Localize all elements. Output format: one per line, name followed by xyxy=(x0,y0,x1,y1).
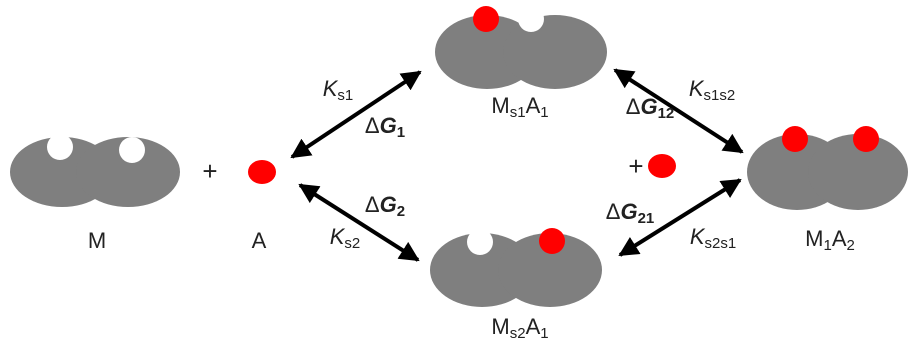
label-text: G xyxy=(620,199,637,224)
diagram: MAMs1A1Ms2A1M1A2++Ks1Ks2Ks1s2Ks2s1ΔG1ΔG2… xyxy=(0,0,908,347)
subscript: 21 xyxy=(638,210,655,227)
label-text: A xyxy=(252,228,267,253)
molecule-m xyxy=(10,134,180,207)
ligand-a xyxy=(248,160,276,184)
label-text: M xyxy=(805,226,823,251)
equilibrium-constant: Ks1 xyxy=(323,76,354,104)
label-text: A xyxy=(526,93,541,118)
plus-sign: + xyxy=(202,156,217,186)
subscript: 1 xyxy=(397,124,405,141)
equilibrium-constant: Ks2 xyxy=(330,224,361,252)
label-text: Δ xyxy=(626,94,641,119)
free-energy: ΔG2 xyxy=(365,192,405,220)
species-label: M xyxy=(88,228,106,253)
molecule-ms2a1 xyxy=(430,228,602,307)
label-text: K xyxy=(323,76,339,101)
label-text: A xyxy=(526,314,541,339)
subscript: s2s1 xyxy=(705,235,737,252)
label-text: G xyxy=(640,94,657,119)
subscript: s1 xyxy=(510,104,526,121)
free-energy: ΔG21 xyxy=(606,199,655,227)
label-text: M xyxy=(491,93,509,118)
equilibrium-constant: Ks1s2 xyxy=(689,76,735,104)
subscript: 12 xyxy=(658,105,675,122)
species-label: Ms1A1 xyxy=(491,93,548,121)
label-text: M xyxy=(491,314,509,339)
label-text: + xyxy=(628,151,643,181)
free-energy: ΔG1 xyxy=(365,113,405,141)
subscript: 1 xyxy=(540,104,548,121)
subscript: 1 xyxy=(823,237,831,254)
molecule-m1a2 xyxy=(747,126,908,210)
species-label: M1A2 xyxy=(805,226,855,254)
plus-sign: + xyxy=(628,151,643,181)
subscript: 1 xyxy=(540,325,548,342)
ligand-a xyxy=(648,154,676,178)
species-label: A xyxy=(252,228,267,253)
label-text: K xyxy=(689,76,705,101)
label-text: K xyxy=(330,224,346,249)
free-energy: ΔG12 xyxy=(626,94,675,122)
label-text: Δ xyxy=(365,192,380,217)
subscript: s1 xyxy=(337,87,353,104)
subscript: s1s2 xyxy=(704,87,736,104)
species-label: Ms2A1 xyxy=(491,314,548,342)
label-text: M xyxy=(88,228,106,253)
label-text: Δ xyxy=(365,113,380,138)
label-text: A xyxy=(832,226,847,251)
subscript: 2 xyxy=(397,203,405,220)
label-text: Δ xyxy=(606,199,621,224)
subscript: s2 xyxy=(510,325,526,342)
label-text: G xyxy=(380,192,397,217)
label-text: G xyxy=(380,113,397,138)
equilibrium-constant: Ks2s1 xyxy=(690,224,736,252)
subscript: 2 xyxy=(847,237,855,254)
subscript: s2 xyxy=(344,235,360,252)
molecule-ms1a1 xyxy=(435,6,607,89)
label-text: K xyxy=(690,224,706,249)
label-text: + xyxy=(202,156,217,186)
